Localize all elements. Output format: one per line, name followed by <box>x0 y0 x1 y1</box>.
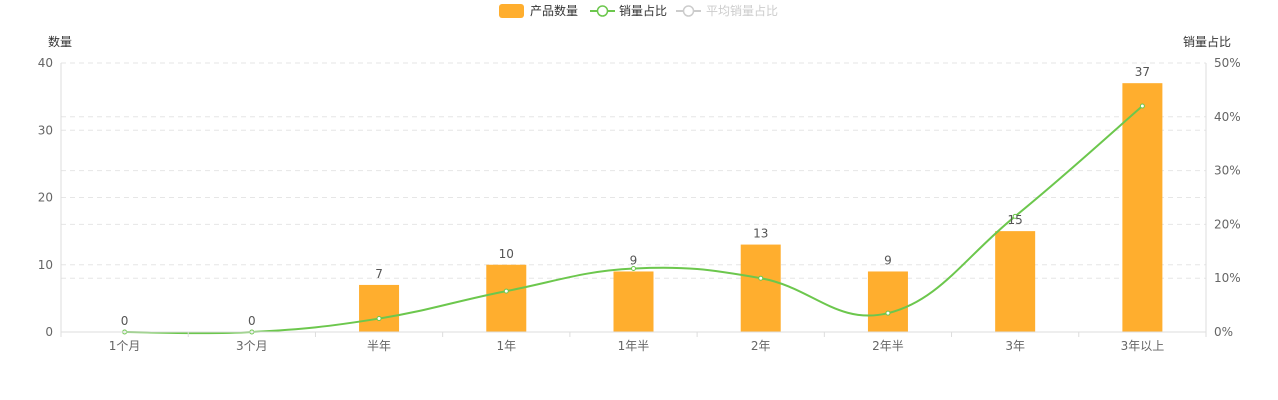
category-label: 2年半 <box>872 339 904 353</box>
bar-series <box>359 83 1163 332</box>
bar[interactable] <box>995 231 1036 332</box>
category-label: 2年 <box>751 339 771 353</box>
bar-value-label: 9 <box>884 253 892 267</box>
line-point[interactable] <box>758 275 764 281</box>
category-label: 3个月 <box>236 339 268 353</box>
bar[interactable] <box>1122 83 1163 332</box>
axes: 0 10 20 30 40 0% 10% 20% 30% 40% 50% 1个月 3个月 半年 1年 1年半 2… <box>38 56 1241 353</box>
bar[interactable] <box>486 264 527 332</box>
bar-value-label: 15 <box>1008 213 1023 227</box>
line-point[interactable] <box>631 266 636 272</box>
line-point[interactable] <box>1012 213 1018 219</box>
legend-label-sales-share: 销量占比 <box>619 3 667 18</box>
legend-item-sales-share[interactable]: 销量占比 <box>590 3 667 18</box>
right-tick-label: 0% <box>1214 325 1233 339</box>
legend-label-average-sales-share: 平均销量占比 <box>706 3 778 18</box>
right-tick-label: 20% <box>1214 217 1241 231</box>
right-axis-title: 销量占比 <box>1183 34 1231 49</box>
left-axis-title: 数量 <box>48 34 72 49</box>
right-tick-label: 50% <box>1214 56 1241 70</box>
bar-value-label: 0 <box>248 314 256 328</box>
left-tick-label: 10 <box>38 258 53 272</box>
bar[interactable] <box>359 284 400 332</box>
right-tick-label: 30% <box>1214 164 1241 178</box>
bar-value-label: 13 <box>753 227 768 241</box>
category-label: 半年 <box>367 339 391 353</box>
data-labels: 0 0 7 10 9 13 9 15 37 <box>121 65 1150 328</box>
bar[interactable] <box>613 271 654 332</box>
right-tick-label: 10% <box>1214 271 1241 285</box>
line-point[interactable] <box>376 316 382 322</box>
line-series <box>122 103 1145 335</box>
category-label: 1个月 <box>109 339 141 353</box>
legend-item-average-sales-share[interactable]: 平均销量占比 <box>676 3 778 18</box>
left-tick-label: 20 <box>38 191 53 205</box>
left-tick-label: 40 <box>38 56 53 70</box>
category-label: 1年半 <box>618 339 650 353</box>
line-point[interactable] <box>1139 103 1145 109</box>
line-point[interactable] <box>503 288 509 294</box>
bar-value-label: 10 <box>499 247 514 261</box>
legend-line-marker-inactive <box>682 5 695 17</box>
left-tick-label: 0 <box>45 325 53 339</box>
category-label: 3年以上 <box>1121 339 1165 353</box>
left-tick-label: 30 <box>38 123 53 137</box>
line-point[interactable] <box>885 310 891 316</box>
legend-item-product-count[interactable]: 产品数量 <box>499 3 578 18</box>
legend-label-product-count: 产品数量 <box>530 3 578 18</box>
bar-value-label: 9 <box>630 253 638 267</box>
bar[interactable] <box>740 244 781 332</box>
sales-share-line[interactable] <box>124 105 1144 335</box>
category-label: 3年 <box>1005 339 1025 353</box>
legend-line-marker <box>596 5 609 17</box>
legend: 产品数量 销量占比 平均销量占比 <box>499 3 778 18</box>
bar-value-label: 7 <box>375 267 383 281</box>
category-label: 1年 <box>496 339 516 353</box>
right-tick-label: 40% <box>1214 110 1241 124</box>
bar-value-label: 0 <box>121 314 129 328</box>
bar[interactable] <box>867 271 908 332</box>
legend-bar-swatch <box>499 4 524 18</box>
bar-value-label: 37 <box>1135 65 1150 79</box>
